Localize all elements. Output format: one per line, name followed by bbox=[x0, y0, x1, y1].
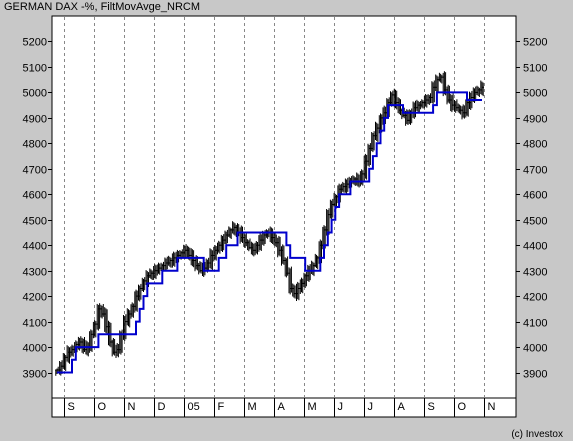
x-tick-label: O bbox=[98, 401, 107, 413]
y-tick-label-right: 4400 bbox=[523, 241, 547, 253]
x-tick-label: N bbox=[128, 401, 136, 413]
x-tick-label: S bbox=[428, 401, 435, 413]
y-tick-label-right: 4700 bbox=[523, 165, 547, 177]
x-tick-label: A bbox=[398, 401, 406, 413]
x-tick-label: M bbox=[308, 401, 317, 413]
y-tick-label-left: 4500 bbox=[23, 216, 47, 228]
x-tick-label: 05 bbox=[188, 401, 200, 413]
y-tick-label-right: 4100 bbox=[523, 318, 547, 330]
x-tick-label: J bbox=[338, 401, 344, 413]
x-tick-label: A bbox=[278, 401, 286, 413]
y-tick-label-right: 5000 bbox=[523, 88, 547, 100]
y-tick-label-left: 4100 bbox=[23, 318, 47, 330]
y-tick-label-right: 4200 bbox=[523, 292, 547, 304]
x-axis-strip bbox=[51, 397, 517, 418]
x-tick-label: F bbox=[218, 401, 225, 413]
y-tick-label-right: 4000 bbox=[523, 343, 547, 355]
y-tick-label-left: 4800 bbox=[23, 139, 47, 151]
y-tick-label-left: 4000 bbox=[23, 343, 47, 355]
copyright-label: (c) Investox bbox=[511, 429, 563, 440]
y-tick-label-left: 4300 bbox=[23, 267, 47, 279]
x-tick-label: M bbox=[248, 401, 257, 413]
y-tick-label-left: 5000 bbox=[23, 88, 47, 100]
y-tick-label-left: 5100 bbox=[23, 63, 47, 75]
y-tick-label-left: 4600 bbox=[23, 190, 47, 202]
y-tick-label-right: 4300 bbox=[523, 267, 547, 279]
price-series bbox=[55, 71, 484, 376]
y-tick-label-right: 4500 bbox=[523, 216, 547, 228]
y-tick-label-left: 4700 bbox=[23, 165, 47, 177]
y-tick-label-left: 3900 bbox=[23, 369, 47, 381]
y-tick-label-right: 4600 bbox=[523, 190, 547, 202]
y-tick-label-right: 4800 bbox=[523, 139, 547, 151]
y-tick-label-left: 4900 bbox=[23, 114, 47, 126]
x-tick-label: S bbox=[68, 401, 75, 413]
x-tick-label: J bbox=[368, 401, 374, 413]
x-tick-label: D bbox=[158, 401, 166, 413]
y-tick-label-left: 4400 bbox=[23, 241, 47, 253]
y-tick-label-right: 5200 bbox=[523, 37, 547, 49]
chart-title: GERMAN DAX -%, FiltMovAvge_NRCM bbox=[4, 1, 200, 13]
y-tick-label-left: 4200 bbox=[23, 292, 47, 304]
y-tick-label-right: 3900 bbox=[523, 369, 547, 381]
y-tick-label-left: 5200 bbox=[23, 37, 47, 49]
filtmovavge-step-line bbox=[57, 91, 482, 374]
y-tick-label-right: 4900 bbox=[523, 114, 547, 126]
x-tick-label: N bbox=[488, 401, 496, 413]
x-tick-label: O bbox=[458, 401, 467, 413]
y-tick-label-right: 5100 bbox=[523, 63, 547, 75]
